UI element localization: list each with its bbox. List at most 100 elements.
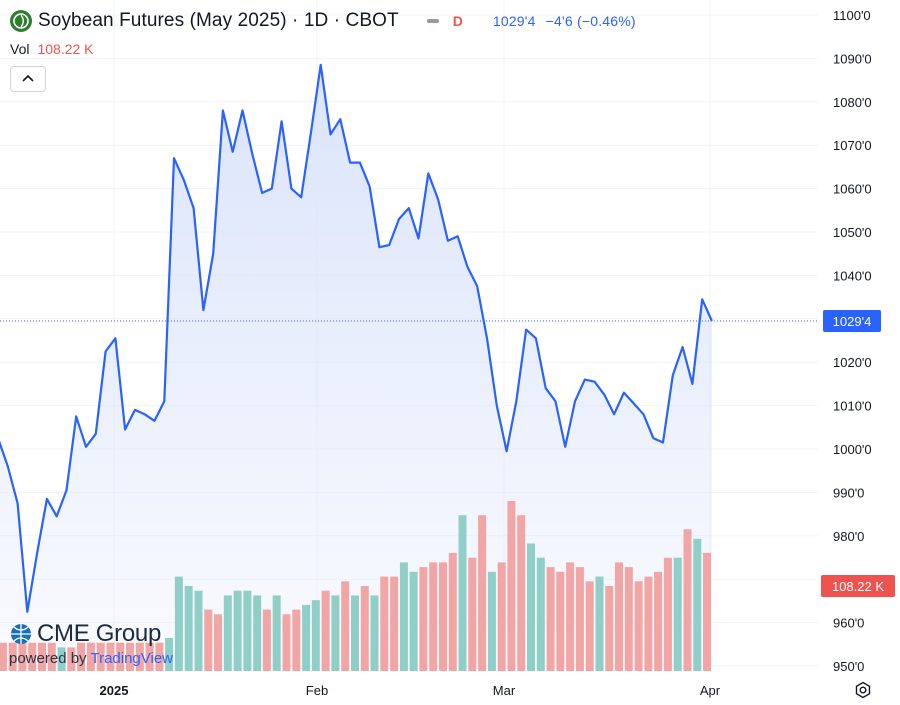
volume-tag-bg bbox=[821, 575, 895, 597]
volume-bar bbox=[399, 562, 408, 671]
volume-legend: Vol 108.22 K bbox=[10, 41, 94, 57]
y-tick-label: 980'0 bbox=[833, 529, 864, 544]
volume-label: Vol bbox=[10, 41, 30, 57]
platform-name: TradingView bbox=[90, 650, 174, 667]
x-tick-label: Mar bbox=[493, 683, 516, 698]
y-tick-label: 1020'0 bbox=[833, 355, 872, 370]
volume-bar bbox=[458, 515, 467, 671]
volume-bar bbox=[360, 586, 369, 671]
volume-bar bbox=[409, 571, 418, 671]
volume-bar bbox=[135, 642, 144, 671]
price-tag-bg bbox=[823, 310, 881, 332]
volume-bar bbox=[77, 642, 86, 671]
cbot-symbol-icon[interactable] bbox=[10, 10, 32, 32]
interval-badge[interactable]: D bbox=[452, 13, 463, 29]
volume-bar bbox=[370, 595, 379, 671]
volume-bar bbox=[644, 576, 653, 671]
volume-bar bbox=[331, 595, 340, 671]
volume-bar bbox=[116, 642, 125, 671]
volume-bar bbox=[38, 642, 46, 671]
volume-bar bbox=[487, 571, 496, 671]
y-tick-label: 1070'0 bbox=[833, 138, 872, 153]
price-tag-label: 1029'4 bbox=[833, 314, 872, 329]
volume-bar bbox=[683, 529, 692, 671]
price-change-percent: (−0.46%) bbox=[576, 13, 636, 29]
y-tick-label: 950'0 bbox=[833, 659, 864, 674]
volume-bar bbox=[556, 571, 565, 671]
cme-globe-icon bbox=[11, 624, 31, 644]
logo-brand: CME Group bbox=[37, 620, 162, 647]
volume-bar bbox=[595, 576, 604, 671]
price-change: −4'6 bbox=[545, 13, 573, 29]
volume-bar bbox=[194, 590, 203, 671]
volume-bar bbox=[468, 557, 477, 671]
volume-bar bbox=[497, 562, 506, 671]
volume-bar bbox=[57, 647, 66, 671]
y-tick-label: 1080'0 bbox=[833, 95, 872, 110]
volume-bar bbox=[155, 642, 164, 671]
market-status-icon[interactable] bbox=[426, 19, 439, 23]
volume-bar bbox=[507, 501, 516, 671]
volume-bar bbox=[292, 609, 301, 671]
volume-bar bbox=[214, 614, 222, 671]
volume-bar bbox=[0, 642, 7, 671]
volume-bar bbox=[390, 576, 399, 671]
volume-bar bbox=[380, 576, 389, 671]
volume-bar bbox=[429, 562, 438, 671]
volume-bar bbox=[321, 590, 330, 671]
price-line bbox=[0, 63, 713, 613]
volume-bar bbox=[253, 595, 262, 671]
chart-header: Soybean Futures (May 2025) · 1D · CBOT D… bbox=[10, 8, 636, 34]
volume-bar bbox=[448, 552, 457, 671]
y-tick-label: 1090'0 bbox=[833, 51, 872, 66]
price-quote: 1029'4 −4'6 (−0.46%) bbox=[493, 13, 636, 29]
last-price: 1029'4 bbox=[492, 13, 536, 29]
volume-bar bbox=[96, 642, 105, 671]
powered-by-label: powered by bbox=[9, 650, 87, 667]
y-tick-label: 960'0 bbox=[833, 616, 864, 631]
chevron-up-icon bbox=[22, 74, 34, 82]
volume-bar bbox=[184, 586, 193, 671]
volume-bar bbox=[585, 581, 594, 671]
volume-bar bbox=[302, 604, 311, 671]
y-tick-label: 1010'0 bbox=[833, 399, 872, 414]
volume-bar bbox=[351, 595, 359, 671]
volume-bar bbox=[615, 562, 623, 671]
volume-bar bbox=[223, 595, 232, 671]
volume-bar bbox=[575, 567, 584, 671]
volume-bar bbox=[439, 562, 447, 671]
x-tick-label: 2025 bbox=[100, 683, 129, 698]
volume-bar bbox=[165, 637, 174, 671]
volume-tag-label: 108.22 K bbox=[832, 579, 884, 594]
symbol-title[interactable]: Soybean Futures (May 2025) · 1D · CBOT bbox=[38, 10, 399, 31]
volume-bar bbox=[262, 609, 271, 671]
volume-bar bbox=[8, 642, 17, 671]
volume-bar bbox=[419, 567, 428, 671]
volume-bar bbox=[67, 647, 76, 671]
collapse-legend-button[interactable] bbox=[10, 66, 46, 92]
volume-bar bbox=[546, 567, 555, 671]
powered-by: powered by TradingView bbox=[9, 650, 173, 667]
volume-bar bbox=[634, 581, 643, 671]
volume-value: 108.22 K bbox=[37, 41, 94, 57]
volume-bar bbox=[311, 600, 320, 671]
settings-icon bbox=[855, 681, 871, 699]
volume-bar bbox=[47, 642, 56, 671]
volume-bar bbox=[663, 557, 672, 671]
price-area bbox=[0, 64, 712, 671]
volume-bar bbox=[243, 590, 252, 671]
volume-bar bbox=[341, 581, 350, 671]
volume-bar bbox=[703, 552, 711, 671]
y-tick-label: 990'0 bbox=[833, 485, 864, 500]
volume-bar bbox=[174, 576, 183, 671]
volume-bar bbox=[536, 557, 545, 671]
volume-bar bbox=[126, 642, 134, 671]
y-tick-label: 1040'0 bbox=[833, 268, 872, 283]
settings-button[interactable] bbox=[853, 680, 873, 700]
volume-bar bbox=[204, 609, 213, 671]
volume-bar bbox=[86, 642, 95, 671]
volume-bar bbox=[693, 538, 702, 671]
volume-bar bbox=[18, 637, 27, 671]
y-tick-label: 1050'0 bbox=[833, 225, 872, 240]
